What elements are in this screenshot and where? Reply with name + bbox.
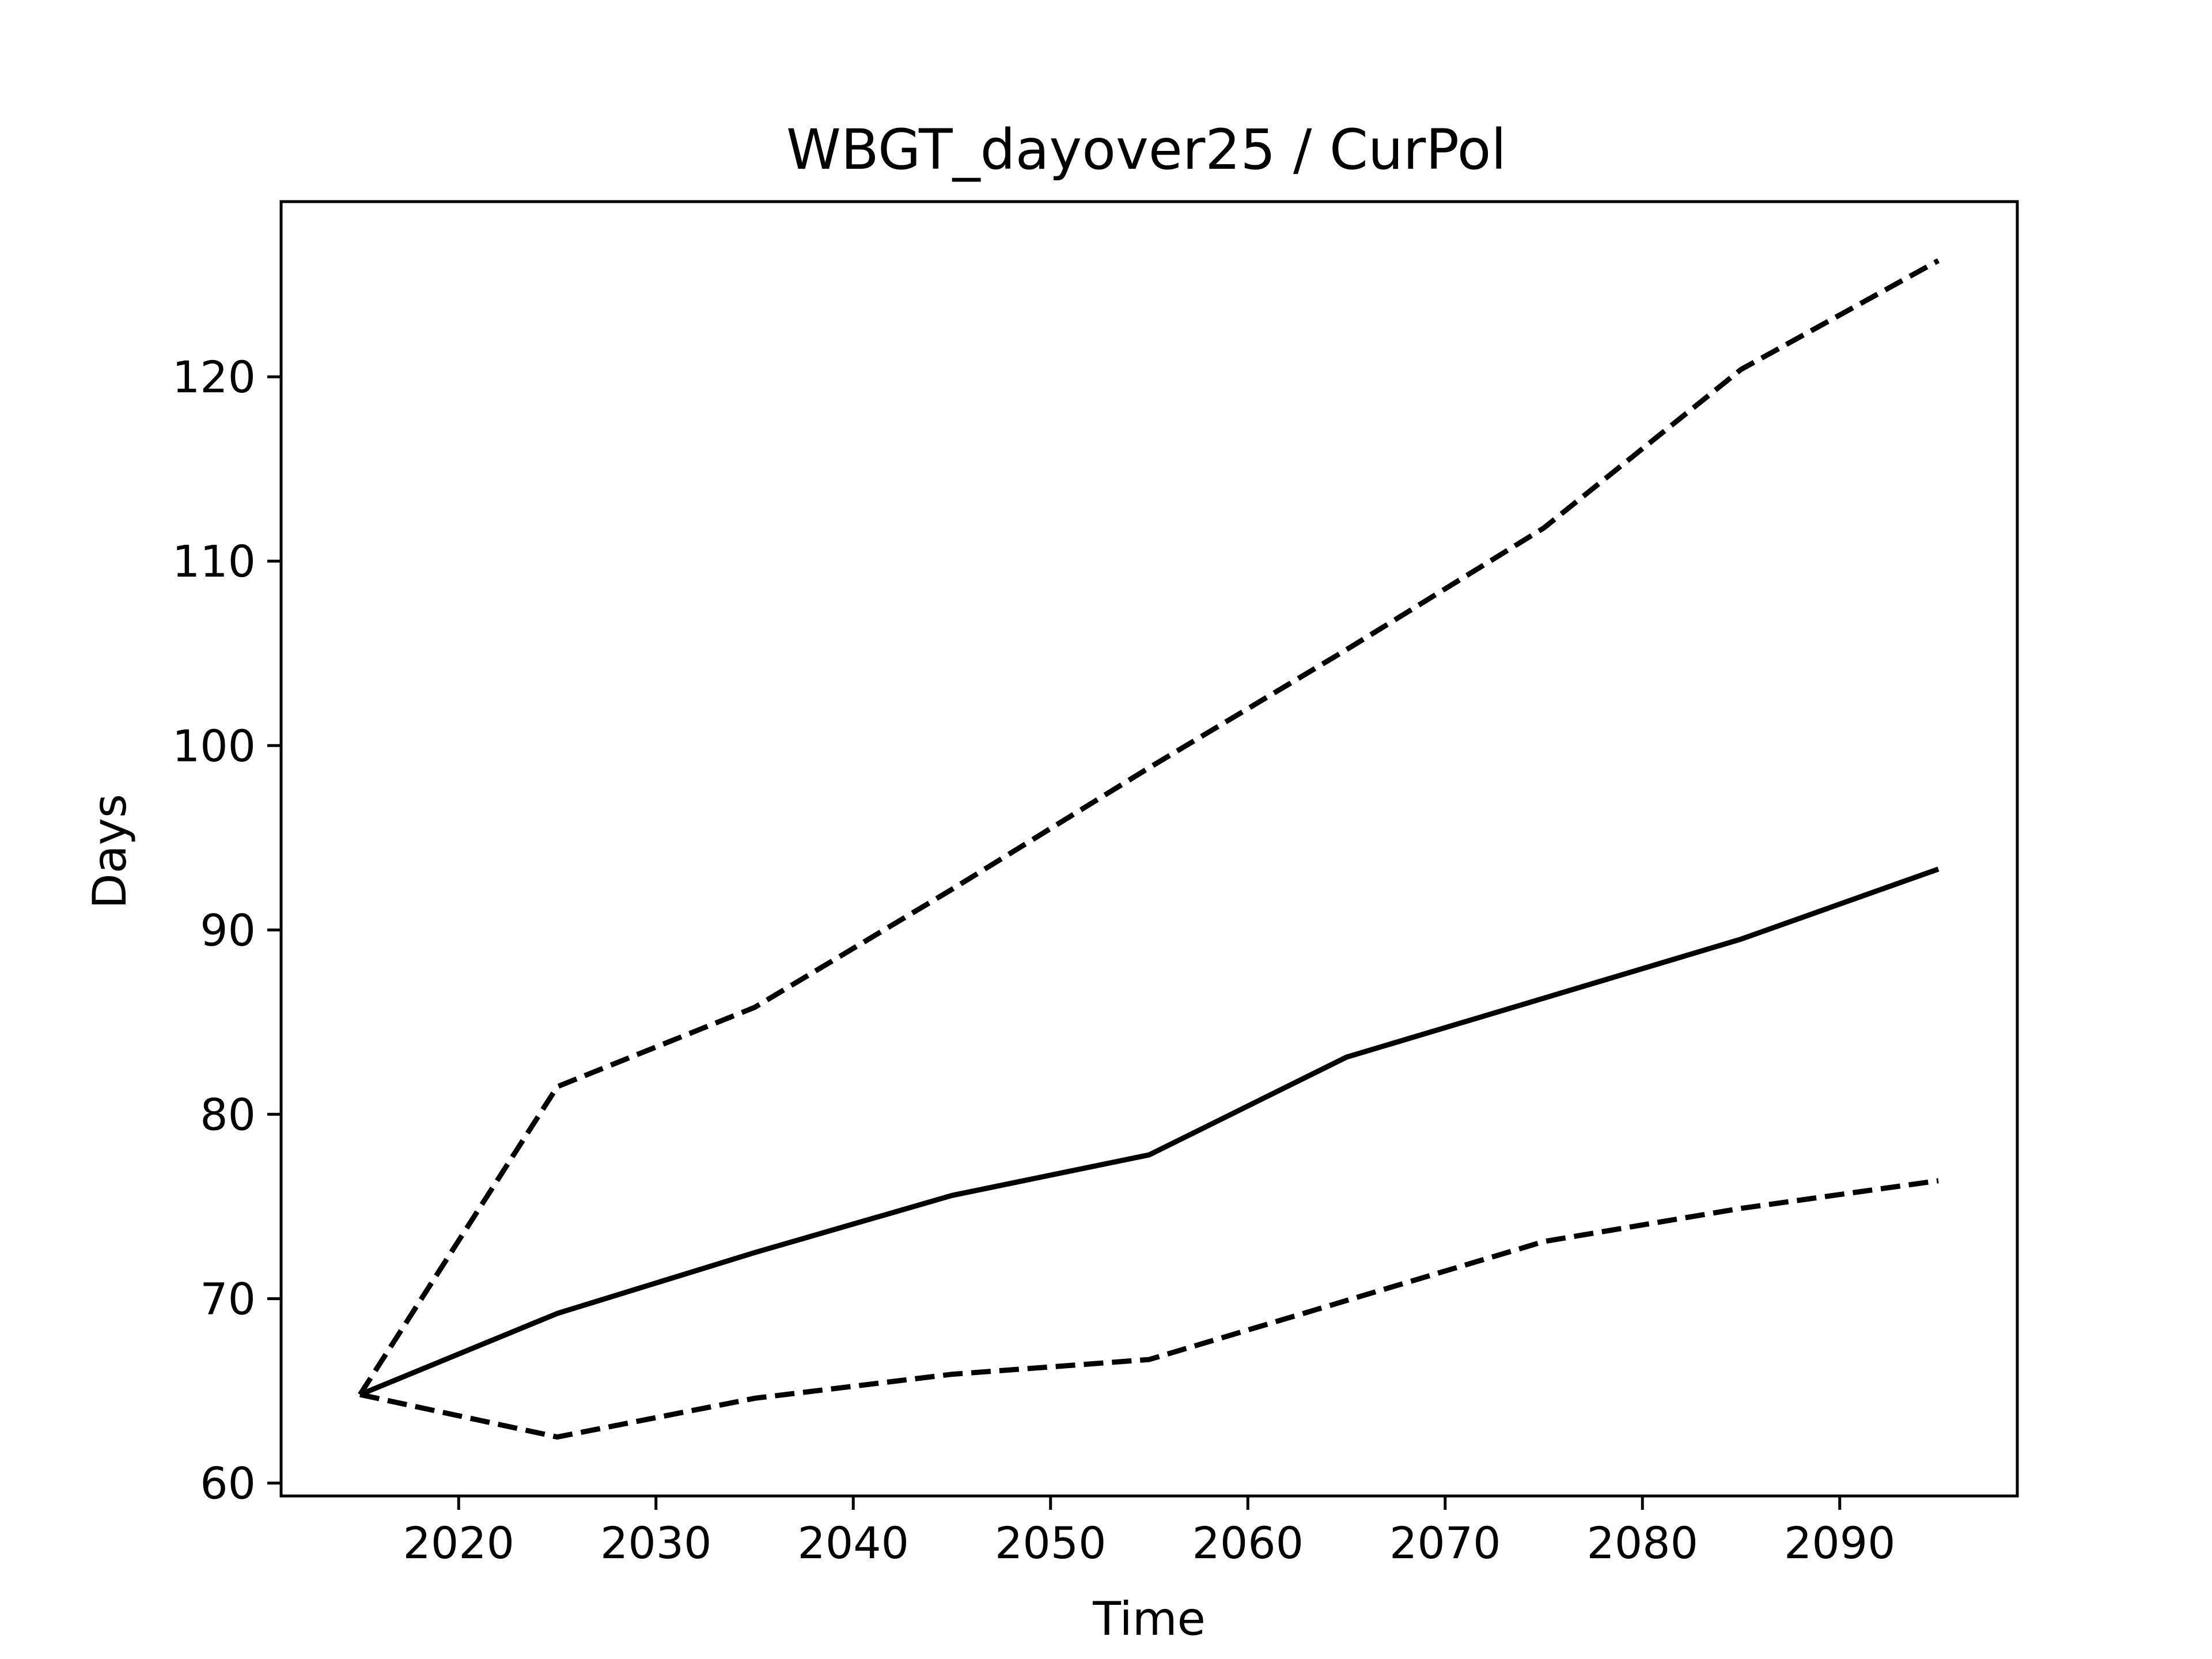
y-tick-label: 110 (172, 536, 256, 587)
x-axis: 2020 2030 2040 2050 2060 2070 2080 2090 (403, 1496, 1895, 1569)
x-tick-label: 2040 (798, 1517, 909, 1569)
chart-title: WBGT_dayover25 / CurPol (786, 118, 1506, 182)
y-axis: 60 70 80 90 100 110 120 (172, 351, 281, 1509)
y-tick-label: 70 (200, 1274, 256, 1325)
y-tick-label: 120 (172, 351, 256, 403)
x-tick-label: 2090 (1784, 1517, 1895, 1569)
series-line-1 (358, 258, 1940, 1396)
x-tick-label: 2030 (600, 1517, 711, 1569)
x-axis-label: Time (1092, 1592, 1206, 1646)
y-tick-label: 90 (200, 904, 256, 956)
y-tick-label: 100 (172, 720, 256, 771)
x-tick-label: 2020 (403, 1517, 514, 1569)
y-tick-label: 60 (200, 1458, 256, 1509)
x-tick-label: 2080 (1587, 1517, 1698, 1569)
plot-area (279, 200, 2019, 1498)
series-line-3 (359, 1178, 1939, 1440)
series-layer (358, 258, 1940, 1440)
x-tick-label: 2060 (1192, 1517, 1304, 1569)
y-axis-label: Days (83, 794, 137, 909)
x-tick-label: 2070 (1389, 1517, 1501, 1569)
y-tick-label: 80 (200, 1089, 256, 1140)
series-line-2 (359, 866, 1940, 1397)
x-tick-label: 2050 (995, 1517, 1106, 1569)
